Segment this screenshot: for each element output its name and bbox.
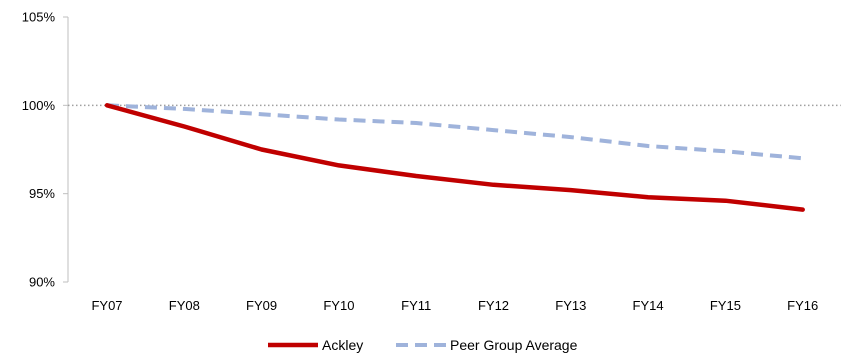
- x-tick-label: FY11: [401, 298, 431, 313]
- legend-item: Ackley: [268, 337, 363, 353]
- x-tick-label: FY09: [246, 298, 277, 313]
- legend-item: Peer Group Average: [396, 337, 578, 353]
- y-tick-label: 100%: [22, 98, 56, 113]
- legend: Ackley Peer Group Average: [268, 337, 578, 353]
- x-tick-label: FY10: [323, 298, 354, 313]
- series-lines: [104, 103, 805, 212]
- x-tick-label: FY08: [169, 298, 200, 313]
- x-tick-label: FY07: [91, 298, 122, 313]
- series-line-peer-group-average: [106, 103, 803, 161]
- x-tick-label: FY16: [787, 298, 818, 313]
- x-axis: FY07 FY08 FY09 FY10 FY11 FY12 FY13 FY14 FY15 FY16: [91, 298, 818, 313]
- x-tick-label: FY12: [478, 298, 509, 313]
- y-axis: 90% 95% 100% 105%: [22, 10, 69, 290]
- x-tick-label: FY14: [633, 298, 664, 313]
- legend-label: Ackley: [322, 337, 363, 353]
- y-tick-label: 95%: [29, 186, 55, 201]
- x-tick-label: FY15: [710, 298, 741, 313]
- y-tick-label: 105%: [22, 10, 56, 25]
- x-tick-label: FY13: [555, 298, 586, 313]
- series-line-ackley: [104, 103, 805, 212]
- legend-label: Peer Group Average: [450, 337, 578, 353]
- y-tick-label: 90%: [29, 275, 55, 290]
